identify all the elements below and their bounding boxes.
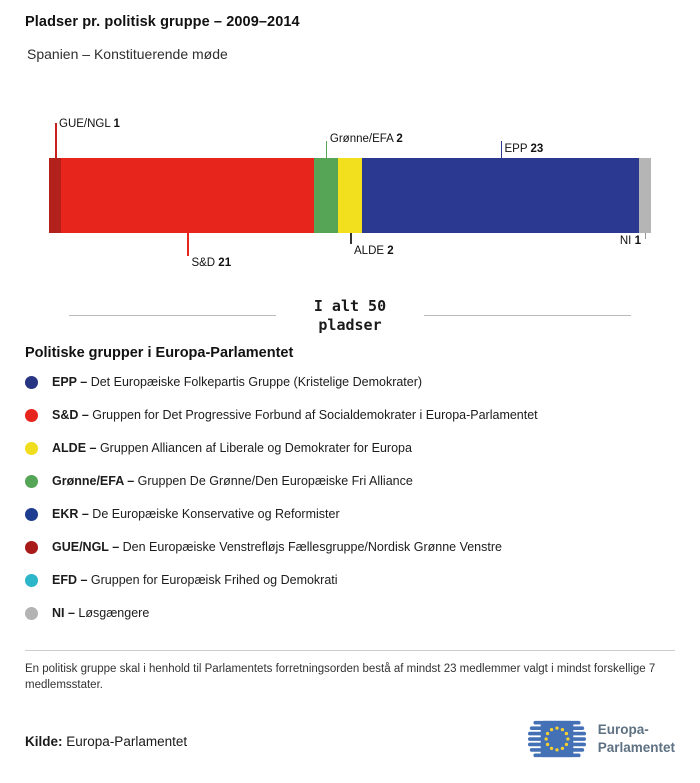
legend-text: EFD – Gruppen for Europæisk Frihed og De… bbox=[52, 572, 338, 587]
callout-line bbox=[350, 233, 352, 244]
callout-label: Grønne/EFA 2 bbox=[329, 133, 403, 145]
header: Pladser pr. politisk gruppe – 2009–2014 … bbox=[25, 14, 675, 62]
legend-item-s-d: S&D – Gruppen for Det Progressive Forbun… bbox=[25, 408, 675, 422]
divider-line-left bbox=[69, 315, 276, 317]
legend: Politiske grupper i Europa-Parlamentet E… bbox=[25, 345, 675, 620]
legend-heading: Politiske grupper i Europa-Parlamentet bbox=[25, 344, 294, 361]
divider-line-right bbox=[424, 315, 631, 317]
bar-segment-s-d bbox=[61, 158, 314, 233]
legend-dot-epp bbox=[25, 375, 38, 389]
legend-item-efd: EFD – Gruppen for Europæisk Frihed og De… bbox=[25, 573, 675, 587]
legend-dot-ni bbox=[25, 606, 38, 620]
legend-item-alde: ALDE – Gruppen Alliancen af Liberale og … bbox=[25, 441, 675, 455]
legend-text: S&D – Gruppen for Det Progressive Forbun… bbox=[52, 407, 538, 422]
source-label: Kilde: bbox=[25, 733, 63, 749]
legend-text: EPP – Det Europæiske Folkepartis Gruppe … bbox=[52, 374, 423, 389]
total-label: I alt 50 pladser bbox=[313, 297, 387, 334]
legend-dot-s-d bbox=[25, 408, 38, 422]
bar-segment-gr-nne-efa bbox=[313, 158, 338, 233]
footnote-divider bbox=[25, 649, 675, 651]
legend-text: ALDE – Gruppen Alliancen af Liberale og … bbox=[52, 440, 412, 455]
callout-line bbox=[500, 141, 502, 158]
bar-segment-gue-ngl bbox=[49, 158, 62, 233]
callout-line bbox=[187, 233, 189, 256]
callout-label: EPP 23 bbox=[504, 143, 544, 155]
legend-text: Grønne/EFA – Gruppen De Grønne/Den Europ… bbox=[52, 473, 413, 488]
legend-dot-efd bbox=[25, 573, 38, 587]
seat-bar bbox=[49, 158, 651, 233]
legend-dot-gue-ngl bbox=[25, 540, 38, 554]
legend-item-epp: EPP – Det Europæiske Folkepartis Gruppe … bbox=[25, 375, 675, 389]
footnote: En politisk gruppe skal i henhold til Pa… bbox=[25, 662, 656, 691]
source-line: Kilde: Europa-Parlamentet bbox=[25, 734, 187, 749]
callout-label: GUE/NGL 1 bbox=[59, 118, 120, 130]
total-divider: I alt 50 pladser bbox=[69, 297, 631, 335]
legend-item-gue-ngl: GUE/NGL – Den Europæiske Venstrefløjs Fæ… bbox=[25, 540, 675, 554]
callout-label: S&D 21 bbox=[191, 257, 232, 269]
legend-dot-gr-nne-efa bbox=[25, 474, 38, 488]
seat-bar-area: GUE/NGL 1 S&D 21 Grønne/EFA 2 ALDE 2 EPP 23 N… bbox=[49, 118, 651, 269]
ep-logo: Europa- Parlamentet bbox=[527, 719, 675, 759]
page-title: Pladser pr. politisk gruppe – 2009–2014 bbox=[25, 14, 300, 30]
callout-line bbox=[55, 123, 57, 158]
legend-dot-ekr bbox=[25, 507, 38, 521]
bar-segment-ni bbox=[638, 158, 651, 233]
callout-line bbox=[644, 233, 647, 239]
ep-logo-line2: Parlamentet bbox=[597, 739, 675, 755]
callout-label: ALDE 2 bbox=[354, 245, 394, 257]
legend-item-ekr: EKR – De Europæiske Konservative og Refo… bbox=[25, 507, 675, 521]
ep-logo-line1: Europa- bbox=[597, 722, 649, 738]
page-subtitle: Spanien – Konstituerende møde bbox=[27, 46, 228, 62]
footer: Kilde: Europa-Parlamentet bbox=[25, 719, 675, 759]
source-value: Europa-Parlamentet bbox=[66, 733, 188, 749]
legend-text: EKR – De Europæiske Konservative og Refo… bbox=[52, 506, 340, 521]
legend-list: EPP – Det Europæiske Folkepartis Gruppe … bbox=[25, 375, 675, 620]
legend-item-gr-nne-efa: Grønne/EFA – Gruppen De Grønne/Den Europ… bbox=[25, 474, 675, 488]
callout-line bbox=[325, 141, 328, 158]
seat-chart: GUE/NGL 1 S&D 21 Grønne/EFA 2 ALDE 2 EPP 23 N… bbox=[25, 118, 675, 335]
ep-logo-text: Europa- Parlamentet bbox=[598, 721, 675, 756]
bar-segment-alde bbox=[337, 158, 363, 233]
legend-text: GUE/NGL – Den Europæiske Venstrefløjs Fæ… bbox=[52, 539, 502, 554]
legend-item-ni: NI – Løsgængere bbox=[25, 606, 675, 620]
legend-text: NI – Løsgængere bbox=[52, 605, 150, 620]
legend-dot-alde bbox=[25, 441, 38, 455]
eu-flag-icon bbox=[527, 720, 586, 757]
callout-label: NI 1 bbox=[619, 235, 641, 247]
bar-segment-epp bbox=[362, 158, 639, 233]
